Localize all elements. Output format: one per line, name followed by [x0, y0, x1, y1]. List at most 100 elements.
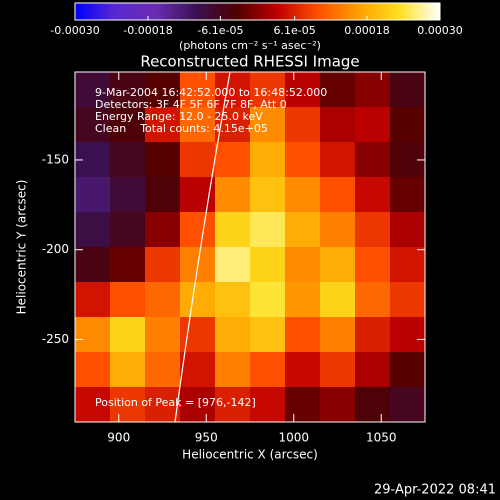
heatmap-cell	[75, 177, 111, 213]
heatmap-cell	[250, 317, 286, 353]
colorbar-segment	[330, 3, 335, 20]
heatmap-cell	[250, 352, 286, 388]
colorbar-segment	[287, 3, 292, 20]
colorbar-frame	[74, 2, 441, 21]
heatmap-cell	[145, 72, 181, 108]
heatmap-cell	[390, 212, 426, 248]
colorbar-segment	[357, 3, 362, 20]
heatmap-cell	[390, 352, 426, 388]
colorbar-segment	[227, 3, 231, 20]
colorbar-segment	[281, 3, 286, 20]
heatmap-cell	[285, 177, 321, 213]
heatmap-cell	[320, 352, 356, 388]
heatmap-cell	[250, 247, 286, 283]
colorbar-segment	[391, 3, 395, 20]
colorbar-segment	[421, 3, 426, 20]
colorbar-segment	[193, 3, 198, 20]
colorbar-segment	[436, 3, 441, 20]
heatmap-cell	[355, 177, 391, 213]
colorbar-tick-label: -0.00030	[50, 24, 99, 37]
colorbar-segment	[306, 3, 310, 20]
heatmap-cell	[145, 247, 181, 283]
peak-label: Position of Peak = [976,-142]	[95, 396, 256, 409]
colorbar-segment	[354, 3, 359, 20]
x-tick-label: 900	[107, 431, 130, 445]
solar-limb	[174, 71, 231, 423]
colorbar-segment	[367, 3, 371, 20]
colorbar-segment	[175, 3, 179, 20]
x-tick-label: 1050	[366, 431, 397, 445]
heatmap-cell	[145, 107, 181, 143]
heatmap-cell	[355, 387, 391, 423]
colorbar-segment	[297, 3, 301, 20]
colorbar-segment	[294, 3, 298, 20]
colorbar-segment	[284, 3, 289, 20]
heatmap-cell	[285, 352, 321, 388]
colorbar-segment	[181, 3, 185, 20]
heatmap-cell	[390, 317, 426, 353]
colorbar-segment	[239, 3, 243, 20]
colorbar-segment	[394, 3, 398, 20]
colorbar-segment	[230, 3, 234, 20]
heatmap-cell	[145, 177, 181, 213]
x-tick-label: 1000	[278, 431, 309, 445]
colorbar-segment	[224, 3, 228, 20]
heatmap-cell	[145, 387, 181, 423]
heatmap-cell	[110, 177, 146, 213]
heatmap-cell	[180, 72, 216, 108]
heatmap-cell	[75, 72, 111, 108]
colorbar-tick-label: -6.1e-05	[197, 24, 243, 37]
heatmap-cell	[285, 317, 321, 353]
colorbar-segment	[324, 3, 328, 20]
colorbar-segment	[148, 3, 152, 20]
heatmap-cell	[180, 142, 216, 178]
colorbar-segment	[90, 3, 94, 20]
heatmap-cell	[390, 247, 426, 283]
heatmap-cell	[285, 142, 321, 178]
y-tick-label: -250	[42, 332, 69, 346]
colorbar-segment	[111, 3, 116, 20]
heatmap-cell	[355, 142, 391, 178]
colorbar-segment	[424, 3, 429, 20]
heatmap-cell	[110, 352, 146, 388]
heatmap-cell	[180, 107, 216, 143]
colorbar-segment	[157, 3, 161, 20]
heatmap-cell	[355, 352, 391, 388]
colorbar-segment	[172, 3, 176, 20]
heatmap-cell	[390, 282, 426, 318]
plot-frame	[74, 71, 426, 423]
colorbar-tick-label: 0.00018	[344, 24, 390, 37]
heatmap-cell	[75, 387, 111, 423]
heatmap-cell	[355, 317, 391, 353]
colorbar-segment	[178, 3, 182, 20]
colorbar-tick-label: 0.00030	[417, 24, 463, 37]
heatmap-cell	[180, 387, 216, 423]
heatmap-cell	[320, 142, 356, 178]
heatmap-cell	[75, 352, 111, 388]
colorbar-segment	[388, 3, 392, 20]
heatmap-cell	[75, 212, 111, 248]
heatmap-cell	[320, 247, 356, 283]
colorbar-segment	[154, 3, 158, 20]
heatmap	[75, 72, 426, 423]
colorbar-segment	[433, 3, 438, 20]
colorbar-segment	[360, 3, 365, 20]
colorbar-segment	[345, 3, 350, 20]
colorbar-segment	[81, 3, 85, 20]
heatmap-cell	[250, 282, 286, 318]
colorbar-segment	[196, 3, 201, 20]
colorbar-segment	[199, 3, 204, 20]
heatmap-cell	[355, 212, 391, 248]
colorbar-segment	[397, 3, 401, 20]
heatmap-cell	[75, 317, 111, 353]
colorbar-segment	[351, 3, 356, 20]
heatmap-cell	[145, 282, 181, 318]
colorbar-segment	[427, 3, 432, 20]
colorbar-segment	[415, 3, 420, 20]
colorbar-segment	[300, 3, 304, 20]
colorbar-segment	[406, 3, 411, 20]
heatmap-cell	[285, 247, 321, 283]
colorbar-segment	[309, 3, 313, 20]
colorbar-segment	[275, 3, 280, 20]
